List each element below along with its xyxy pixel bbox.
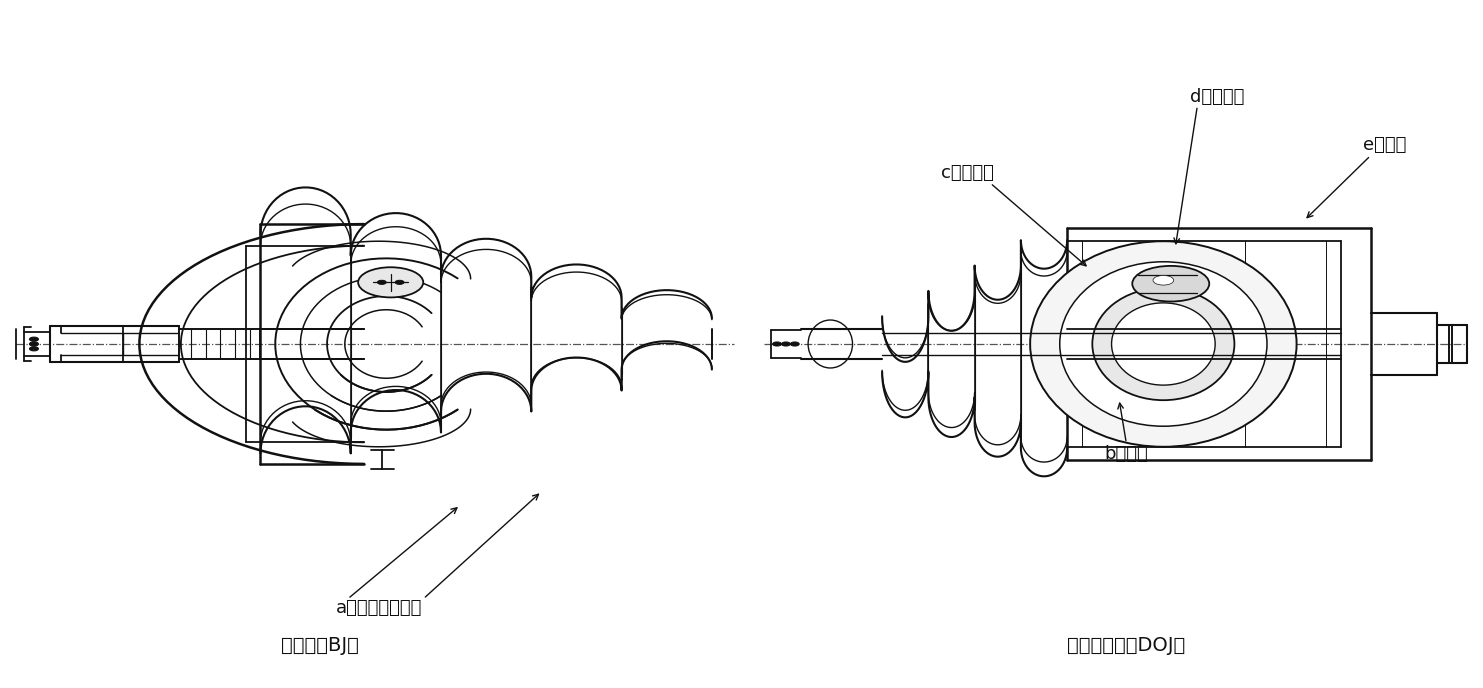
Text: c　ケージ: c ケージ [942,164,994,182]
Ellipse shape [773,342,782,346]
Text: しゅう動式（DOJ）: しゅう動式（DOJ） [1068,636,1185,655]
Text: e　外輪: e 外輪 [1363,136,1406,154]
Text: d　ボール: d ボール [1189,88,1244,107]
Ellipse shape [1093,288,1234,400]
Ellipse shape [30,347,39,351]
Ellipse shape [1152,275,1173,285]
Ellipse shape [377,280,386,284]
Text: a　ダストブーツ: a ダストブーツ [335,599,423,617]
Ellipse shape [1112,303,1215,385]
Ellipse shape [1133,266,1209,301]
Ellipse shape [30,342,39,346]
Ellipse shape [394,280,403,284]
Ellipse shape [790,342,799,346]
Ellipse shape [1060,261,1266,427]
Ellipse shape [1031,241,1296,447]
Ellipse shape [357,267,423,297]
Ellipse shape [30,337,39,341]
Text: b　内輪: b 内輪 [1105,444,1148,462]
Ellipse shape [782,342,790,346]
Text: 固定式（BJ）: 固定式（BJ） [280,636,359,655]
